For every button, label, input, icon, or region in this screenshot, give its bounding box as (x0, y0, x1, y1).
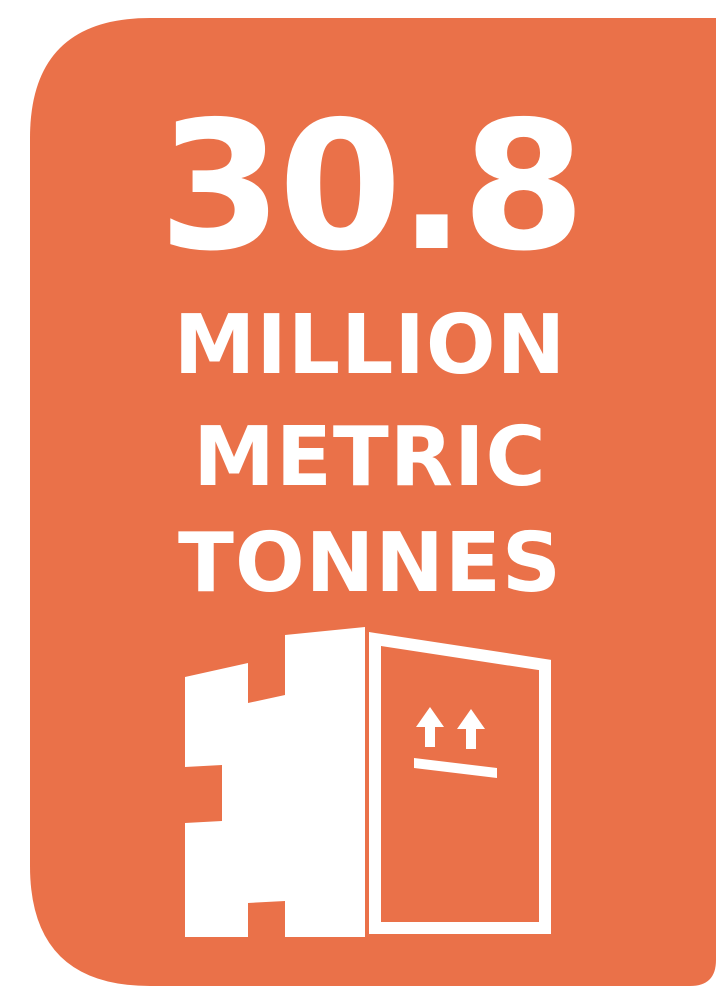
this-side-up-bar (414, 758, 497, 778)
stat-unit-line-3: TONNES (178, 516, 562, 611)
this-side-up-arrows-icon (416, 707, 485, 749)
stat-unit-line-1: MILLION (173, 298, 567, 393)
stat-unit-line-2: METRIC (193, 410, 547, 505)
stat-value: 30.8 (158, 83, 585, 290)
package-box-icon (185, 627, 551, 937)
box-left-face (185, 627, 365, 937)
box-right-face (369, 632, 551, 934)
